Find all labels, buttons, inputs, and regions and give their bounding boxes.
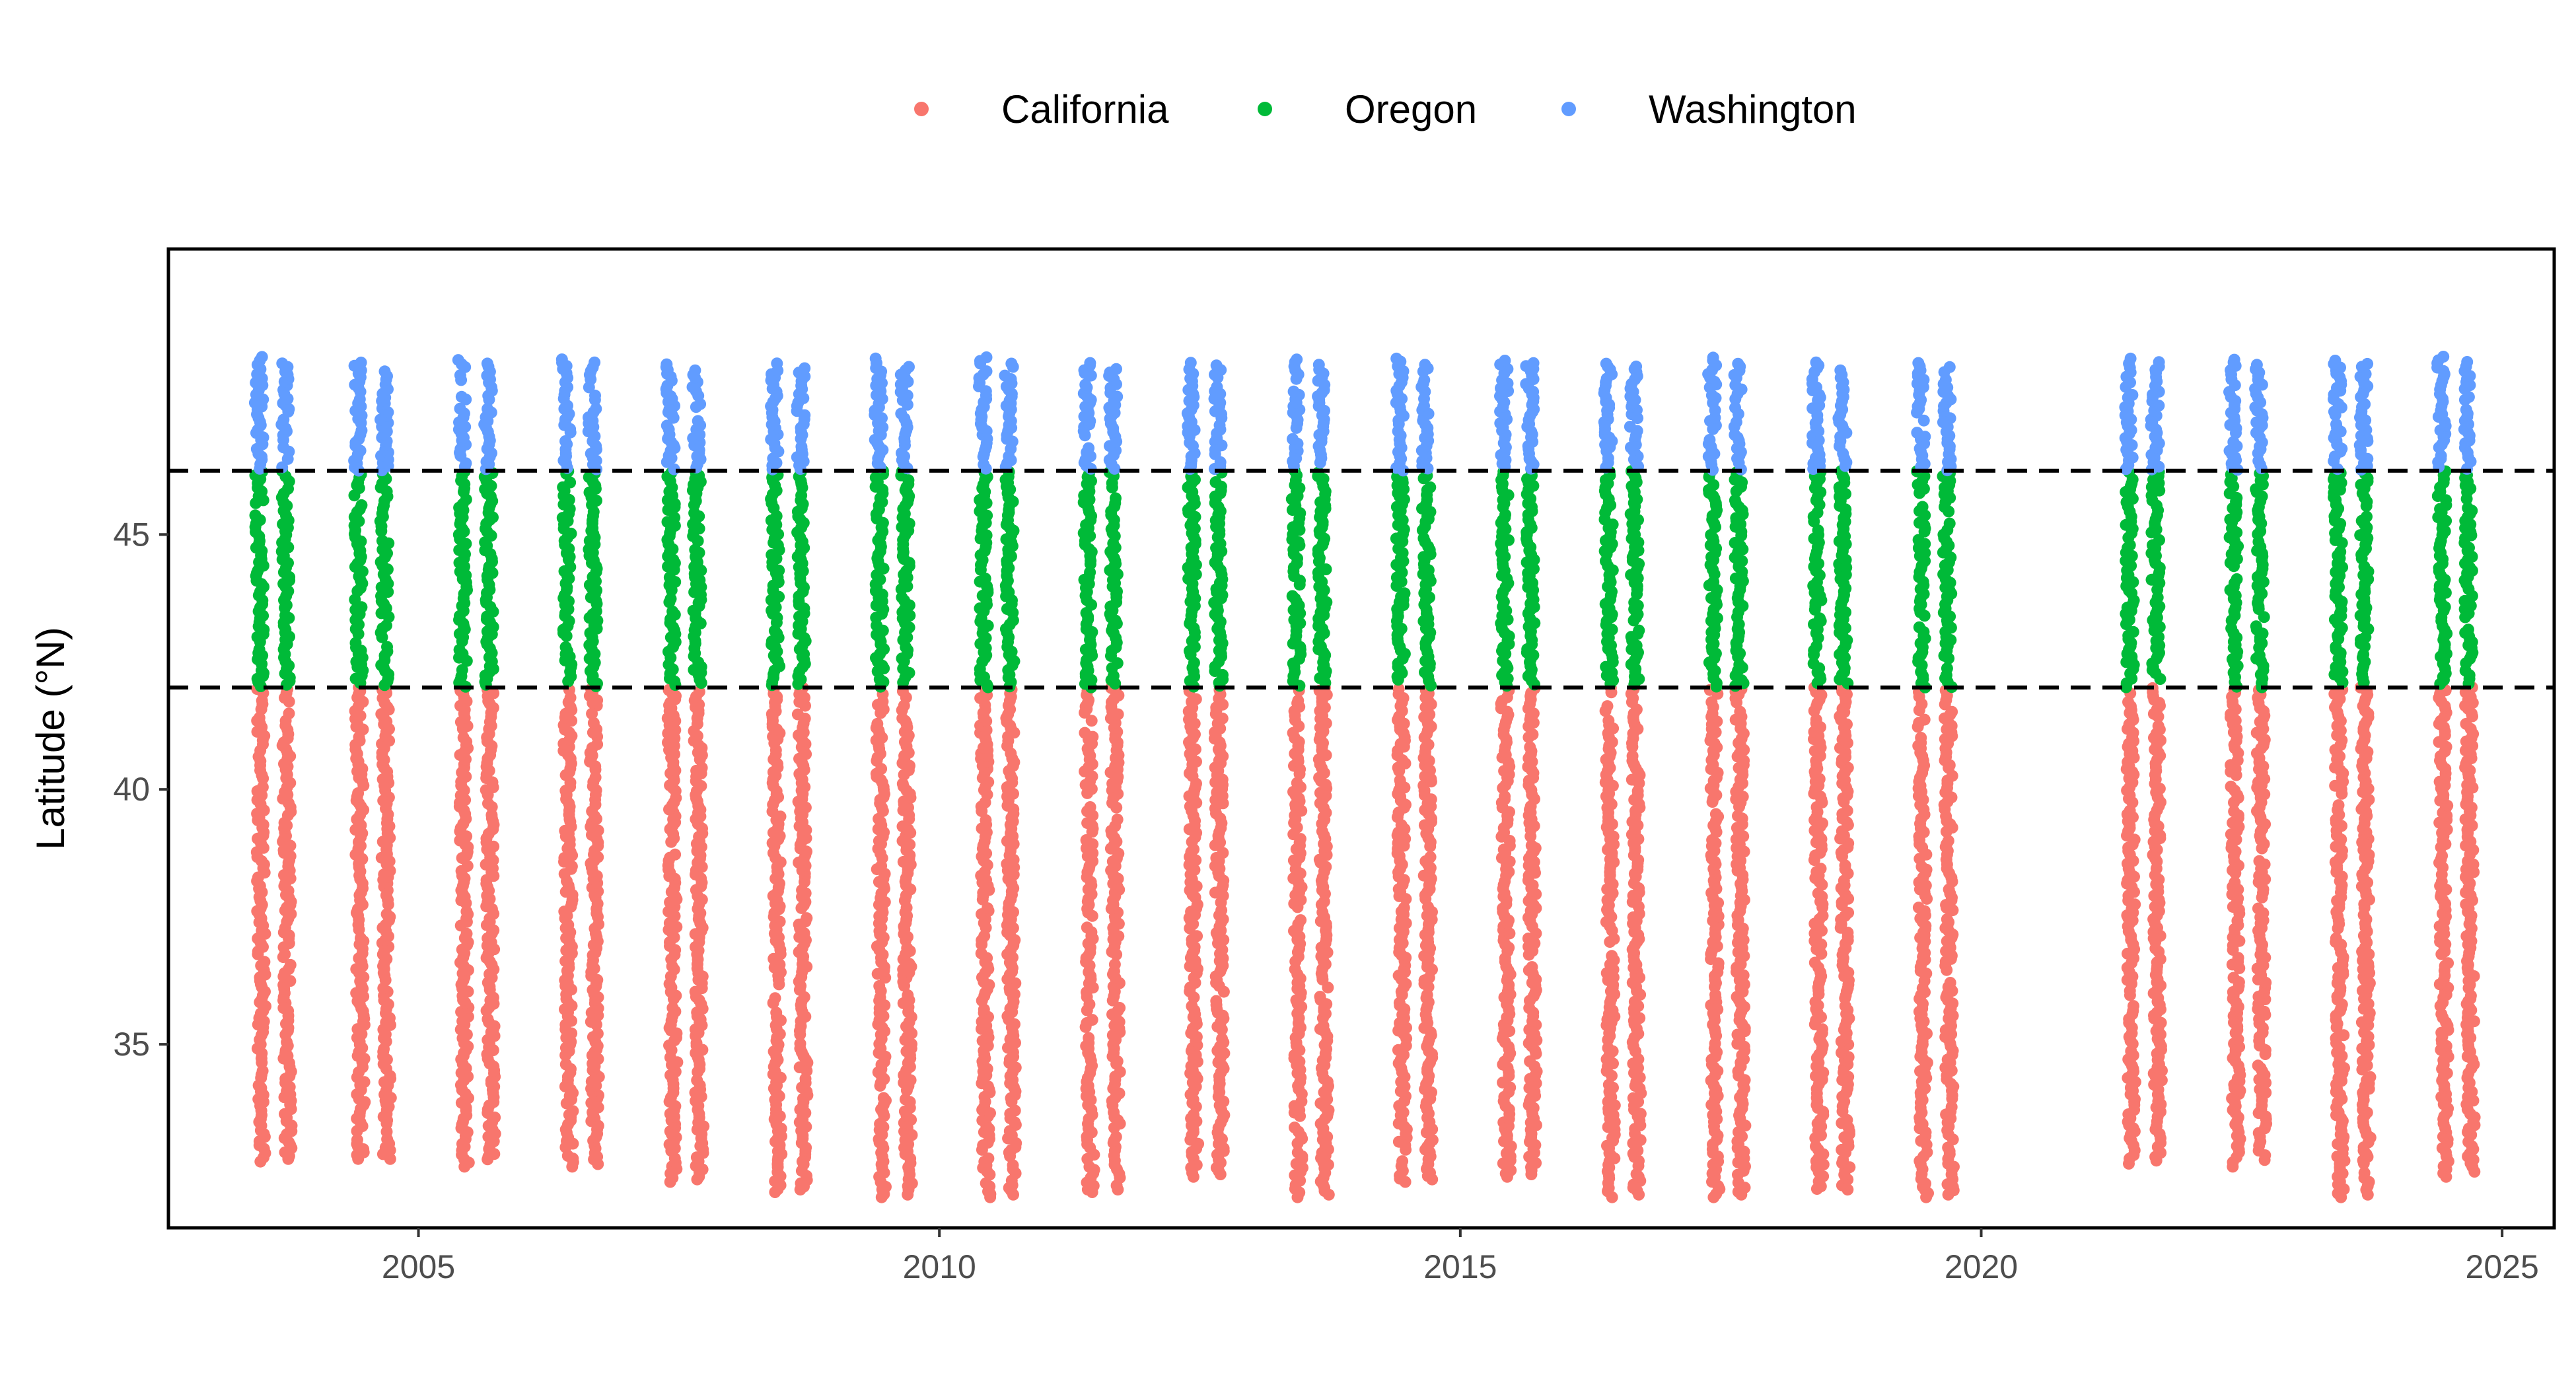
data-point — [1210, 995, 1223, 1007]
data-point — [378, 365, 391, 378]
data-point — [454, 402, 466, 415]
data-point — [457, 731, 470, 744]
data-point — [355, 356, 367, 369]
data-point — [376, 534, 388, 547]
data-point — [664, 592, 677, 605]
data-point — [249, 509, 262, 522]
data-point — [355, 499, 368, 511]
data-point — [1295, 914, 1307, 927]
data-point — [380, 1125, 393, 1138]
data-point — [381, 641, 393, 653]
data-point — [692, 415, 704, 427]
data-point — [801, 912, 813, 925]
data-point — [1287, 433, 1299, 445]
data-point — [1083, 442, 1095, 454]
data-point — [666, 1002, 679, 1014]
data-point — [1005, 357, 1018, 370]
data-point — [559, 435, 571, 447]
data-point — [380, 908, 393, 921]
data-point — [559, 1058, 572, 1071]
data-point — [661, 358, 673, 371]
data-point — [589, 389, 601, 402]
data-point — [1079, 727, 1091, 739]
data-point — [1084, 801, 1096, 813]
data-point — [1287, 385, 1300, 398]
data-point — [871, 717, 884, 730]
data-point — [587, 717, 600, 729]
data-point — [1110, 363, 1122, 375]
data-point — [1210, 359, 1223, 372]
data-point — [1396, 1155, 1409, 1168]
data-point — [256, 351, 268, 363]
data-point — [1312, 359, 1325, 371]
data-point — [481, 357, 493, 370]
data-point — [769, 992, 781, 1005]
data-point — [869, 352, 882, 365]
legend-key-washington — [1561, 102, 1576, 116]
data-point — [455, 390, 468, 403]
data-point — [1314, 991, 1326, 1003]
data-point — [452, 354, 464, 367]
data-point — [1083, 1032, 1095, 1044]
data-point — [589, 356, 601, 369]
data-point — [1184, 357, 1197, 369]
data-point — [1110, 492, 1122, 505]
data-point — [903, 361, 915, 373]
data-point — [555, 353, 568, 366]
legend-label-oregon: Oregon — [1345, 87, 1477, 131]
legend-label-california: California — [1001, 87, 1169, 131]
data-point — [1390, 352, 1403, 365]
data-point — [689, 364, 701, 376]
legend-key-california — [914, 102, 929, 116]
data-point — [590, 403, 602, 415]
data-point — [669, 848, 682, 861]
legend: California Oregon Washington — [914, 87, 1857, 131]
data-point — [1084, 357, 1096, 369]
data-point — [559, 641, 572, 653]
data-point — [284, 958, 297, 971]
data-point — [283, 707, 295, 720]
data-point — [771, 357, 783, 370]
data-point — [456, 664, 468, 676]
data-point — [1081, 921, 1093, 934]
data-point — [799, 362, 811, 374]
data-point — [1291, 353, 1303, 366]
data-point — [980, 351, 993, 363]
data-point — [999, 369, 1011, 382]
data-point — [591, 1028, 604, 1040]
data-point — [1289, 1121, 1301, 1134]
data-point — [1424, 851, 1437, 863]
data-point — [1419, 359, 1431, 371]
data-point — [349, 637, 362, 649]
data-point — [276, 357, 289, 370]
data-point — [1286, 590, 1299, 602]
data-point — [1111, 813, 1124, 826]
data-point — [482, 797, 494, 810]
data-point — [1292, 694, 1305, 707]
data-point — [351, 1133, 363, 1146]
legend-key-oregon — [1258, 102, 1272, 116]
data-points — [248, 351, 2481, 1203]
data-point — [877, 1092, 890, 1104]
data-point — [666, 605, 679, 618]
data-point — [256, 781, 269, 793]
data-point — [482, 403, 494, 415]
legend-label-washington: Washington — [1649, 87, 1857, 131]
